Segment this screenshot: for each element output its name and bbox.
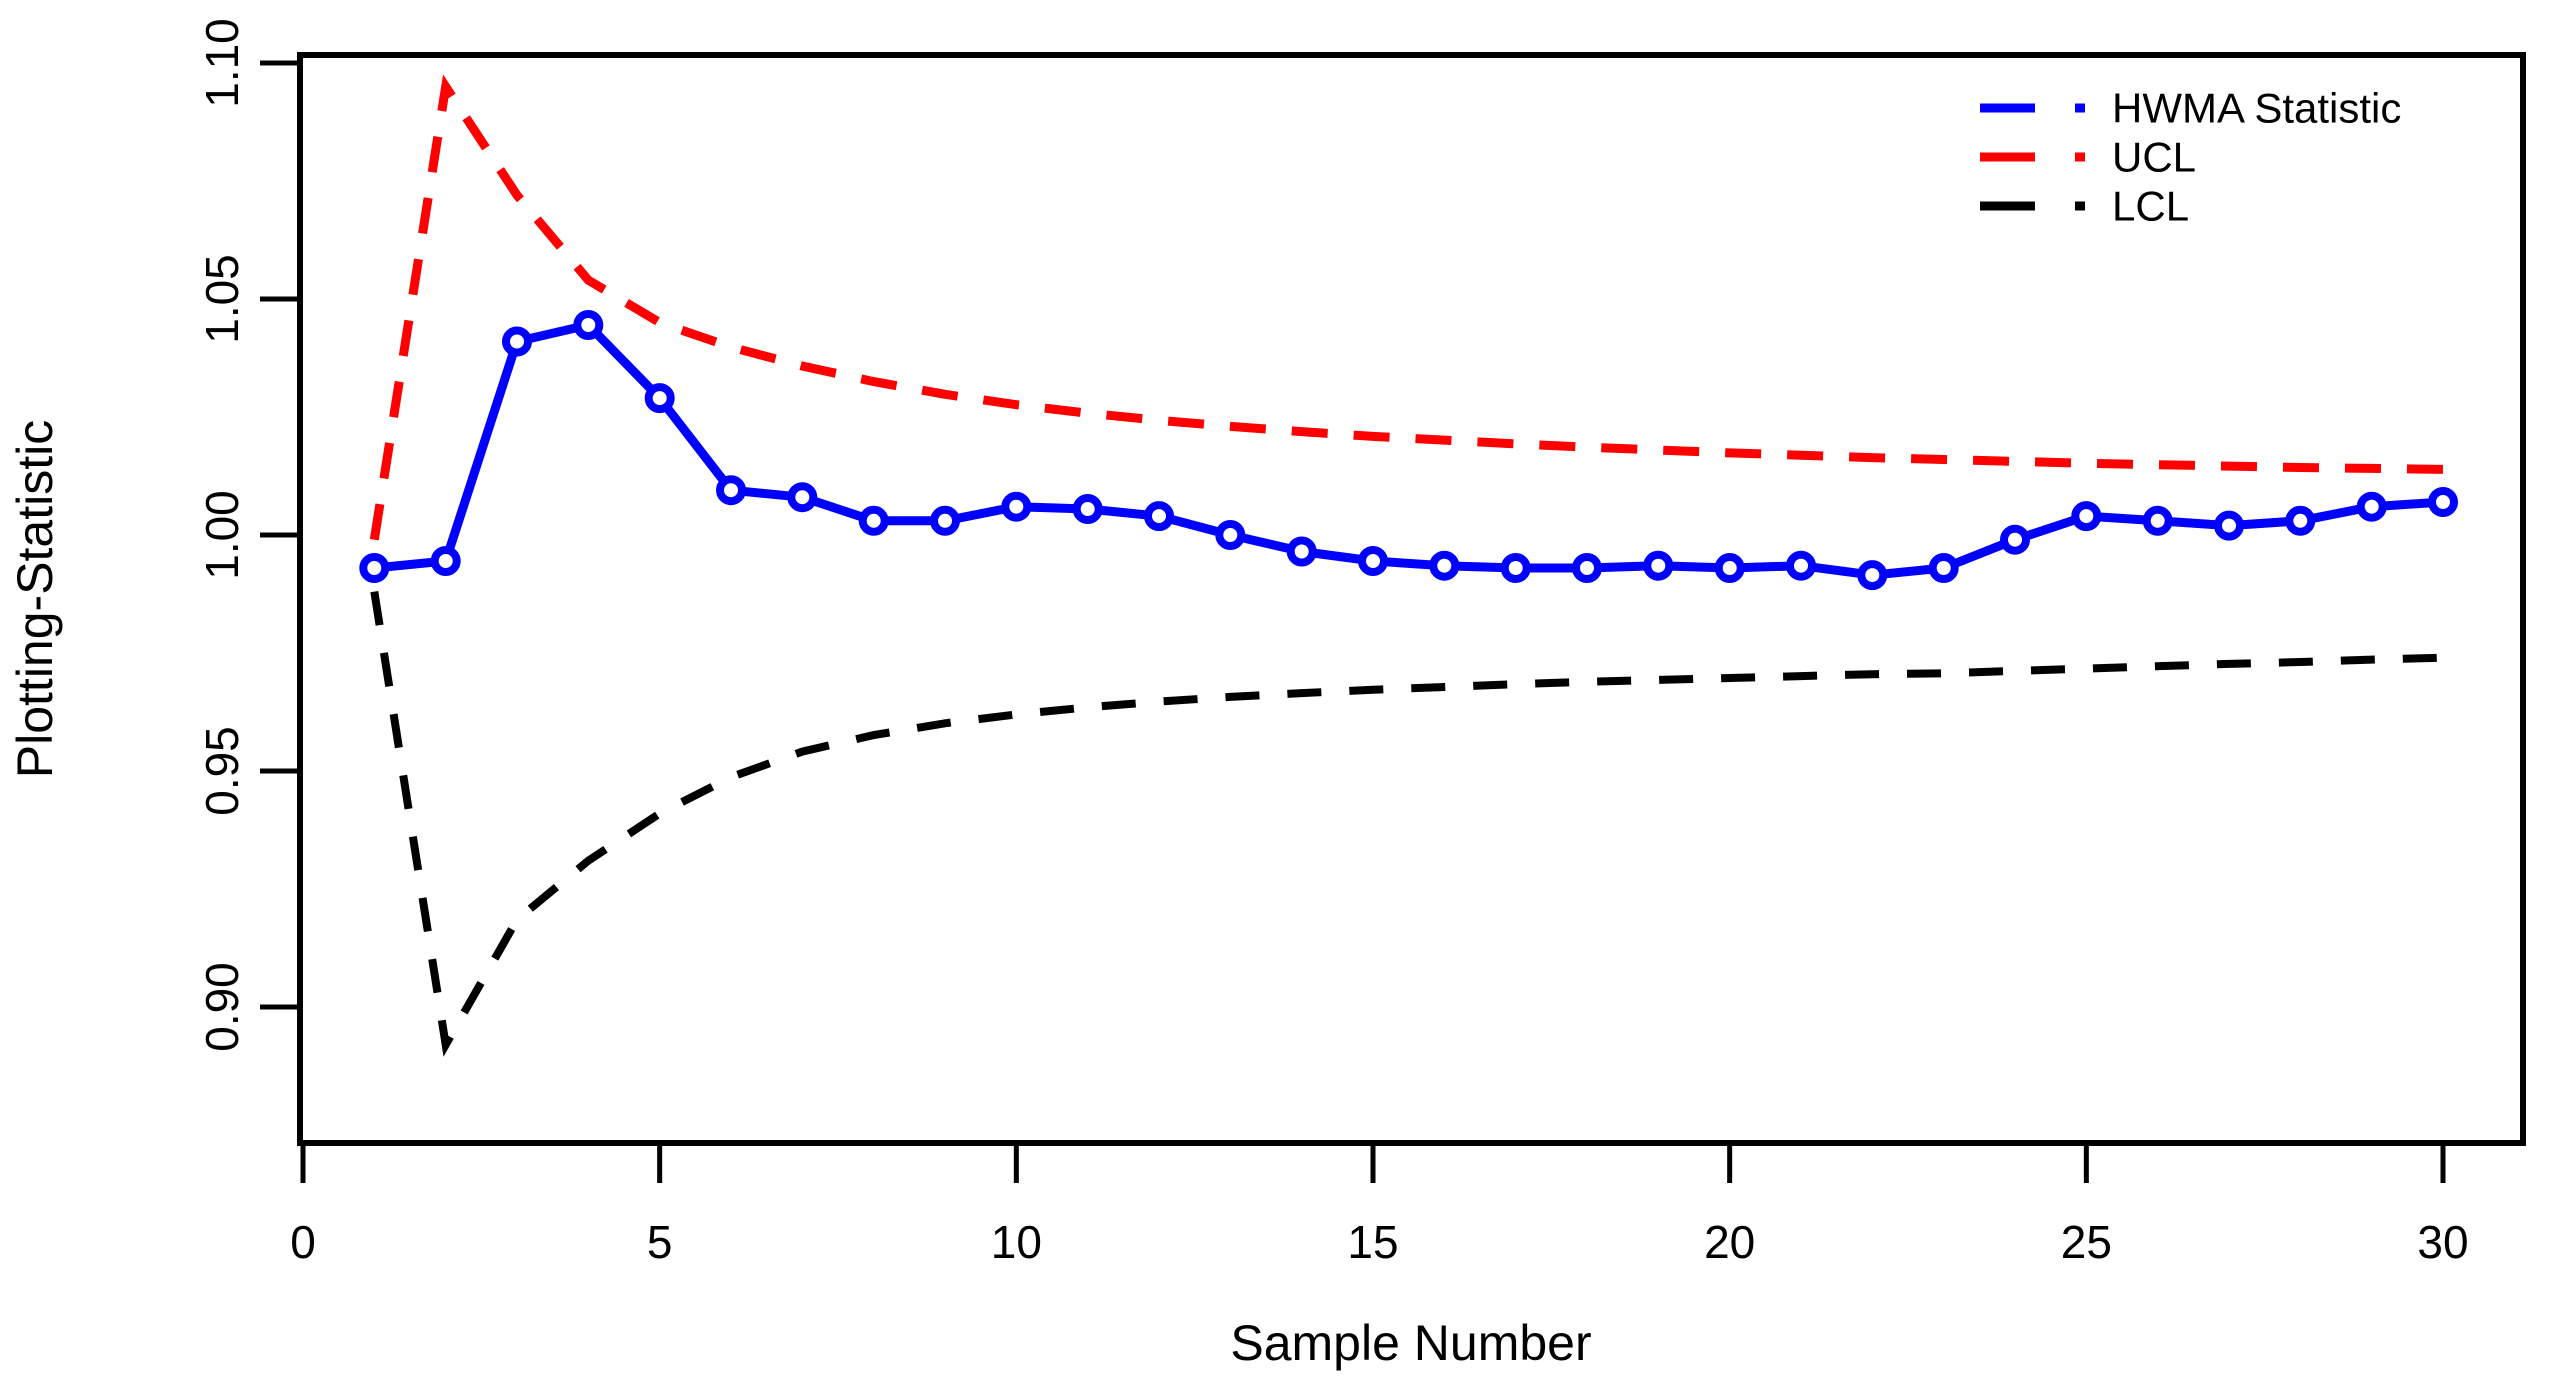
y-axis-title: Plotting-Statistic (7, 420, 63, 778)
hwma-point-marker (2214, 510, 2244, 541)
hwma-point-marker (2142, 505, 2173, 536)
hwma-point-marker (1429, 550, 1460, 581)
y-tick-label: 0.95 (196, 726, 248, 816)
hwma-point-marker (1286, 536, 1317, 567)
y-tick-label: 0.90 (196, 962, 248, 1052)
hwma-point-marker (1500, 553, 1531, 583)
hwma-point-marker (644, 383, 675, 414)
y-axis: 0.90 0.95 1.00 1.05 1.10 (196, 18, 297, 1052)
hwma-point-marker (502, 326, 532, 357)
hwma-point-marker (1001, 491, 1032, 522)
hwma-point-marker (1144, 501, 1174, 532)
x-tick-label: 30 (2417, 1216, 2468, 1268)
hwma-curve (373, 320, 2444, 580)
legend-item-ucl: UCL (1980, 134, 2196, 181)
hwma-point-marker (573, 310, 604, 340)
hwma-point-marker (2428, 487, 2458, 517)
hwma-point-marker (1358, 546, 1388, 576)
legend-item-hwma: HWMA Statistic (1980, 85, 2401, 132)
ucl-curve (369, 74, 2444, 541)
x-tick-label: 0 (290, 1216, 316, 1268)
hwma-point-marker (2285, 505, 2316, 536)
plot-border (297, 52, 2526, 1146)
hwma-point-marker (2356, 491, 2387, 522)
lcl-curve (370, 590, 2444, 1057)
hwma-point-marker (2071, 501, 2102, 532)
legend-label-ucl: UCL (2112, 134, 2196, 181)
hwma-point-marker (430, 546, 461, 576)
y-tick-label: 1.10 (196, 18, 248, 108)
y-tick-label: 1.00 (196, 490, 248, 580)
hwma-point-marker (1072, 494, 1103, 524)
hwma-point-marker (930, 505, 960, 536)
legend-item-lcl: LCL (1980, 183, 2189, 230)
legend-label-hwma: HWMA Statistic (2112, 85, 2401, 132)
hwma-point-marker (359, 553, 390, 583)
hwma-point-marker (1643, 550, 1674, 581)
hwma-point-marker (1714, 553, 1745, 583)
y-tick-label: 1.05 (196, 254, 248, 344)
hwma-point-marker (1857, 560, 1888, 591)
x-tick-label: 20 (1704, 1216, 1755, 1268)
x-axis: 0 5 10 15 20 25 30 (290, 1146, 2469, 1268)
hwma-point-marker (716, 475, 746, 506)
x-tick-label: 5 (647, 1216, 673, 1268)
hwma-point-marker (1215, 520, 1246, 550)
legend-label-lcl: LCL (2112, 183, 2189, 230)
hwma-point-marker (1928, 553, 1959, 583)
series-ucl-line (369, 74, 2444, 541)
hwma-point-marker (858, 505, 889, 536)
hwma-point-marker (2000, 524, 2030, 555)
x-tick-label: 25 (2061, 1216, 2112, 1268)
hwma-point-marker (787, 482, 818, 513)
hwma-point-marker (1572, 553, 1602, 583)
series-hwma-line (359, 310, 2458, 591)
series-lcl-line (370, 590, 2444, 1057)
hwma-point-marker (1786, 550, 1816, 581)
x-tick-label: 15 (1347, 1216, 1398, 1268)
x-axis-title: Sample Number (1230, 1315, 1591, 1371)
legend: HWMA Statistic UCL LCL (1980, 85, 2401, 230)
x-tick-label: 10 (991, 1216, 1042, 1268)
